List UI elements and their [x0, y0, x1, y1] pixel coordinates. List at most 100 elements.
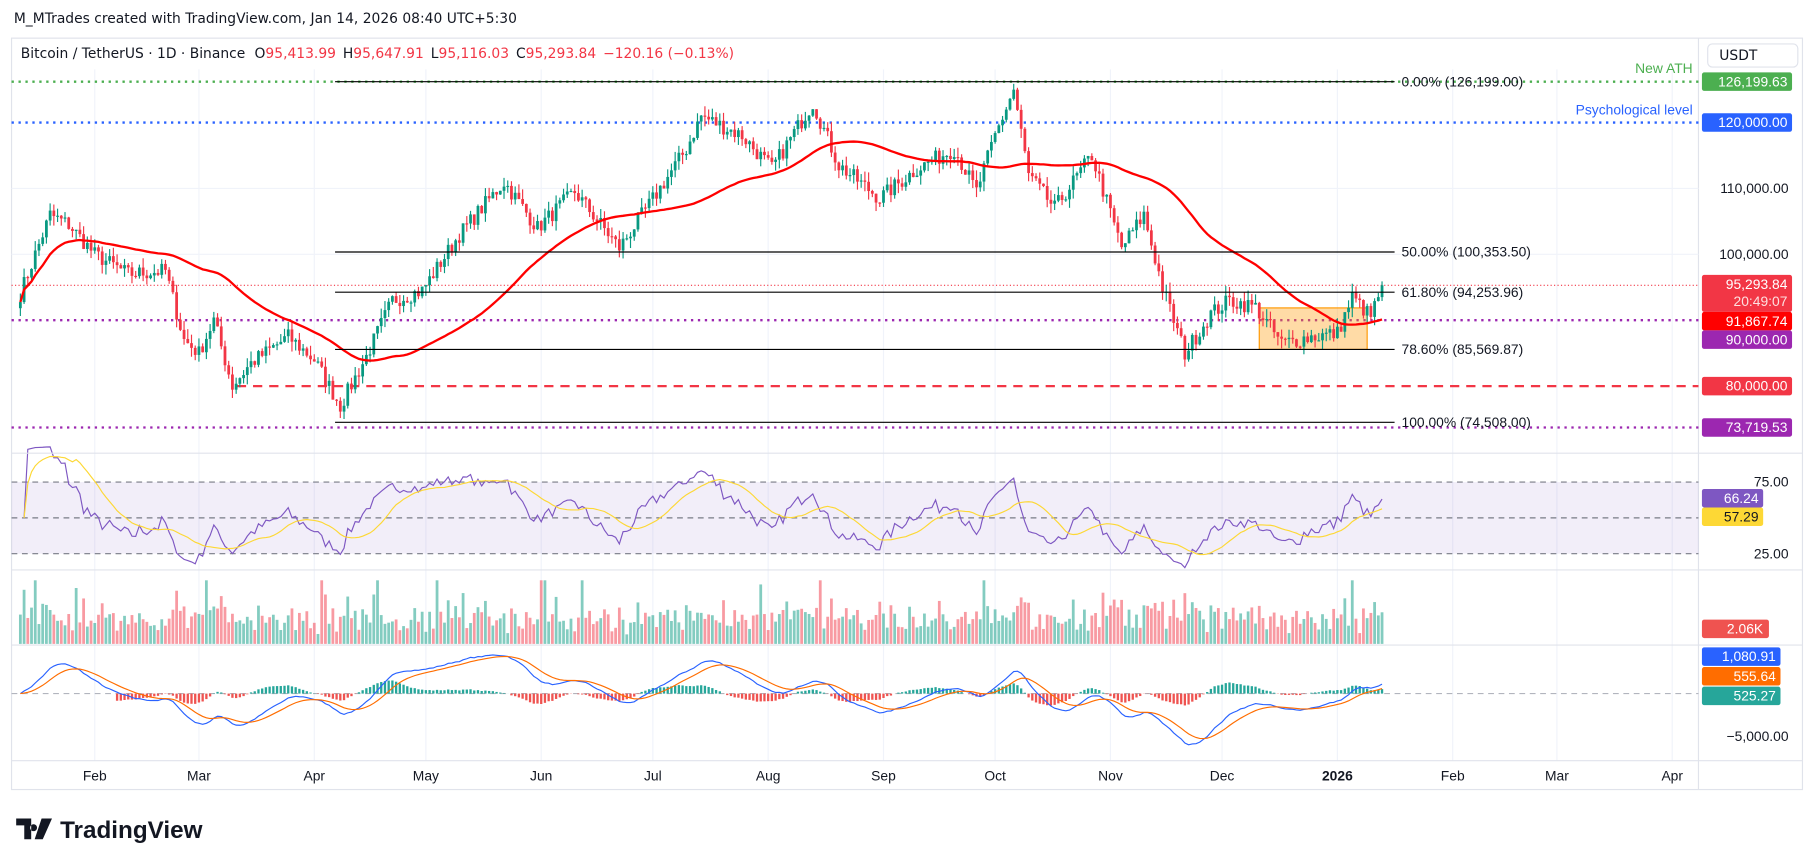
- macd-histogram-bar: [424, 690, 428, 694]
- candle-body: [417, 291, 420, 297]
- volume-bar: [644, 612, 647, 644]
- volume-bar: [513, 613, 517, 644]
- candle-body: [178, 319, 182, 330]
- symbol-title: Bitcoin / TetherUS · 1D · Binance: [21, 46, 245, 62]
- volume-bar: [1287, 633, 1291, 644]
- macd-histogram-bar: [130, 693, 134, 700]
- candle-body: [826, 127, 830, 132]
- volume-bar: [640, 623, 644, 644]
- volume-bar: [699, 612, 703, 644]
- candle-body: [595, 219, 599, 222]
- candle-body: [785, 140, 789, 159]
- candle-body: [565, 191, 569, 195]
- macd-histogram-bar: [1034, 693, 1038, 703]
- volume-bar: [1146, 605, 1150, 644]
- candle-body: [167, 269, 171, 281]
- candle-body: [510, 185, 513, 200]
- candle-body: [472, 214, 476, 225]
- candle-body: [37, 243, 41, 251]
- macd-histogram-bar: [223, 693, 227, 695]
- volume-bar: [506, 633, 510, 644]
- macd-histogram-bar: [807, 690, 811, 694]
- candle-body: [521, 199, 525, 204]
- candle-body: [658, 185, 662, 199]
- candle-body: [1317, 340, 1321, 342]
- psychological-level-label: Psychological level: [1576, 101, 1693, 117]
- macd-histogram-bar: [1046, 693, 1049, 706]
- macd-histogram-bar: [763, 693, 766, 702]
- candle-body: [309, 355, 312, 360]
- candle-body: [74, 229, 78, 231]
- volume-bar: [74, 588, 78, 644]
- candle-body: [1135, 219, 1138, 231]
- candle-body: [245, 367, 249, 376]
- candle-body: [777, 149, 781, 160]
- macd-histogram-bar: [1027, 693, 1030, 698]
- candle-body: [1295, 339, 1298, 347]
- volume-bar: [867, 619, 871, 644]
- volume-bar: [1280, 615, 1283, 644]
- candle-body: [550, 210, 554, 222]
- price-badge: [1701, 330, 1793, 349]
- volume-bar: [539, 580, 543, 644]
- volume-bar: [290, 608, 294, 644]
- volume-bar: [878, 601, 882, 644]
- candle-body: [1242, 301, 1246, 313]
- candle-body: [547, 210, 551, 218]
- macd-histogram-bar: [1057, 693, 1060, 704]
- macd-histogram-bar: [365, 688, 368, 694]
- volume-bar: [67, 614, 71, 644]
- macd-histogram-bar: [246, 693, 249, 695]
- macd-histogram-bar: [480, 691, 483, 694]
- volume-bar: [1056, 622, 1060, 644]
- volume-bar: [1220, 628, 1224, 644]
- candle-body: [688, 141, 692, 155]
- macd-histogram-bar: [644, 690, 647, 694]
- candle-body: [506, 185, 510, 188]
- candle-body: [290, 329, 294, 342]
- volume-bar: [97, 614, 100, 644]
- candle-body: [1153, 245, 1157, 264]
- macd-histogram-bar: [1206, 692, 1209, 694]
- volume-bar: [160, 619, 164, 644]
- candle-body: [171, 280, 175, 293]
- volume-bar: [1097, 627, 1101, 644]
- macd-histogram-bar: [618, 693, 621, 702]
- macd-histogram-bar: [1120, 693, 1123, 703]
- candle-body: [443, 259, 446, 267]
- volume-bar: [763, 614, 766, 644]
- volume-bar: [1190, 602, 1194, 644]
- macd-histogram-bar: [305, 691, 308, 694]
- macd-histogram-bar: [726, 693, 729, 696]
- macd-histogram-bar: [1116, 693, 1120, 701]
- volume-bar: [524, 612, 528, 644]
- volume-bar: [945, 621, 949, 644]
- candle-body: [841, 165, 844, 171]
- volume-bar: [435, 580, 439, 644]
- macd-histogram-bar: [413, 688, 416, 694]
- time-axis-label: Oct: [984, 767, 1006, 783]
- macd-histogram-bar: [175, 693, 178, 699]
- candle-body: [1358, 298, 1362, 301]
- candle-body: [967, 170, 971, 175]
- candle-body: [815, 109, 818, 119]
- macd-histogram-bar: [1194, 693, 1198, 700]
- volume-bar: [1030, 629, 1034, 644]
- candle-body: [108, 256, 112, 261]
- chart-frame: [10, 37, 1804, 791]
- candle-body: [1254, 302, 1257, 305]
- macd-histogram-bar: [1053, 693, 1056, 705]
- currency-button[interactable]: USDT: [1707, 43, 1799, 68]
- candle-body: [975, 180, 978, 188]
- volume-bar: [268, 617, 272, 644]
- candle-body: [926, 161, 930, 163]
- candle-body: [164, 263, 167, 270]
- candle-body: [990, 141, 993, 151]
- volume-bar: [1216, 608, 1220, 644]
- macd-histogram-bar: [908, 690, 911, 694]
- candle-body: [67, 217, 71, 229]
- candle-body: [1190, 334, 1194, 351]
- candle-body: [18, 302, 22, 309]
- volume-bar: [85, 626, 89, 644]
